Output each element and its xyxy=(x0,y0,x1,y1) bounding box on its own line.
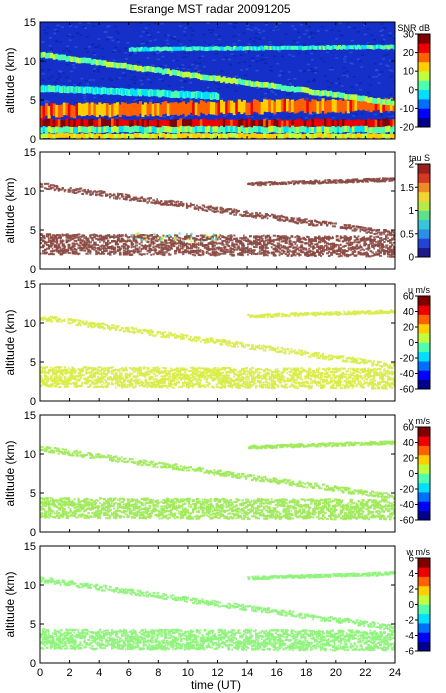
panel-tau-colorbar-tick: 1 xyxy=(408,206,414,217)
panel-w-colorbar: w m/s -6 -4 -2 0 2 4 6 xyxy=(405,547,431,658)
panel-snr-ylabel: altitude (km) xyxy=(3,47,17,113)
panel-v-ytick-label: 5 xyxy=(30,488,36,500)
panel-u-colorbar-tick: -60 xyxy=(400,385,415,396)
panel-snr-colorbar-tick: 20 xyxy=(403,48,415,59)
panel-snr-colorbar-label: SNR dB xyxy=(397,23,430,33)
panel-tau-ytick-label: 0 xyxy=(30,264,36,276)
panel-u-colorbar-tick: -20 xyxy=(400,354,415,365)
panel-snr-ytick-label: 10 xyxy=(24,56,36,68)
panel-v-ytick-label: 0 xyxy=(30,527,36,539)
panel-tau: 0 5 10 15 altitude (km) tau S 0 0.5 1 1.5 2 xyxy=(3,147,431,276)
panel-v: 0 5 10 15 altitude (km) v m/s -60 -40 -20 0 20 40 60 xyxy=(3,410,431,539)
panel-snr-data xyxy=(40,22,395,139)
panel-tau-ytick-label: 10 xyxy=(24,186,36,198)
panel-w-colorbar-tick: -6 xyxy=(405,647,414,658)
panel-v-ytick-label: 10 xyxy=(24,449,36,461)
panel-v-colorbar: v m/s -60 -40 -20 0 20 40 60 xyxy=(400,416,431,527)
panel-v-colorbar-tick: -60 xyxy=(400,516,415,527)
panel-v-data xyxy=(40,440,395,521)
panel-snr-ytick-label: 0 xyxy=(30,134,36,146)
panel-snr-ytick-label: 15 xyxy=(24,17,36,29)
panel-v-colorbar-tick: -20 xyxy=(400,485,415,496)
panel-w-colorbar-tick: -4 xyxy=(405,631,414,642)
panel-u-colorbar-tick: -40 xyxy=(400,369,415,380)
panel-snr-ytick-label: 5 xyxy=(30,95,36,107)
x-tick-label: 0 xyxy=(37,667,43,679)
panel-tau-colorbar: tau S 0 0.5 1 1.5 2 xyxy=(400,153,431,264)
x-tick-label: 18 xyxy=(300,667,312,679)
x-tick-label: 8 xyxy=(155,667,161,679)
panel-snr-colorbar-tick: 10 xyxy=(403,67,415,78)
panel-w-ytick-label: 5 xyxy=(30,619,36,631)
panel-tau-ytick-label: 15 xyxy=(24,147,36,159)
panel-v-ylabel: altitude (km) xyxy=(3,440,17,506)
panel-snr-colorbar-tick: -10 xyxy=(400,104,415,115)
panel-w-colorbar-label: w m/s xyxy=(406,547,431,557)
panel-w-colorbar-tick: 2 xyxy=(408,585,414,596)
panel-tau-data xyxy=(40,177,395,258)
panel-u-data xyxy=(40,309,395,390)
x-tick-label: 14 xyxy=(241,667,253,679)
panel-tau-colorbar-tick: 2 xyxy=(408,160,414,171)
panel-w-colorbar-tick: 6 xyxy=(408,554,414,565)
panel-tau-ytick-label: 5 xyxy=(30,225,36,237)
panel-u-ylabel: altitude (km) xyxy=(3,309,17,375)
panel-tau-colorbar-tick: 0.5 xyxy=(400,229,414,240)
panel-w-ytick-label: 0 xyxy=(30,658,36,670)
panel-w-ylabel: altitude (km) xyxy=(3,571,17,637)
x-tick-label: 6 xyxy=(126,667,132,679)
panel-u-colorbar: u m/s -60 -40 -20 0 20 40 60 xyxy=(400,285,431,396)
panel-tau-colorbar-tick: 1.5 xyxy=(400,183,414,194)
panel-w-colorbar-tick: 4 xyxy=(408,569,414,580)
panel-u-colorbar-label: u m/s xyxy=(408,285,431,295)
x-tick-label: 2 xyxy=(67,667,73,679)
x-tick-label: 20 xyxy=(330,667,342,679)
panel-u-colorbar-tick: 20 xyxy=(403,323,415,334)
panel-w-ytick-label: 15 xyxy=(24,541,36,553)
panel-v-colorbar-label: v m/s xyxy=(409,416,431,426)
panel-snr-colorbar: SNR dB -20 -10 0 10 20 30 xyxy=(397,23,431,134)
panel-w: 0 5 10 15 altitude (km) w m/s -6 -4 -2 0 2 4 6 xyxy=(3,541,431,670)
x-tick-label: 12 xyxy=(211,667,223,679)
panel-tau-ylabel: altitude (km) xyxy=(3,177,17,243)
panel-snr: 0 5 10 15 altitude (km) SNR dB -20 -10 0 10 20 30 xyxy=(3,17,431,146)
panel-v-colorbar-tick: 0 xyxy=(408,469,414,480)
panel-u-colorbar-tick: 0 xyxy=(408,338,414,349)
panel-u: 0 5 10 15 altitude (km) u m/s -60 -40 -20 0 20 40 60 xyxy=(3,279,431,408)
panel-u-ytick-label: 5 xyxy=(30,357,36,369)
panel-tau-colorbar-label: tau S xyxy=(409,153,430,163)
x-tick-label: 10 xyxy=(182,667,194,679)
panel-v-colorbar-tick: 40 xyxy=(403,438,415,449)
panel-snr-colorbar-tick: 0 xyxy=(408,85,414,96)
panel-snr-colorbar-tick: 30 xyxy=(403,30,415,41)
x-tick-label: 22 xyxy=(359,667,371,679)
panel-v-colorbar-tick: -40 xyxy=(400,500,415,511)
panel-u-ytick-label: 15 xyxy=(24,279,36,291)
panel-w-ytick-label: 10 xyxy=(24,580,36,592)
x-axis-label: time (UT) xyxy=(191,678,241,692)
panel-v-colorbar-tick: 20 xyxy=(403,454,415,465)
panel-tau-colorbar-tick: 0 xyxy=(408,253,414,264)
panel-u-ytick-label: 10 xyxy=(24,318,36,330)
x-tick-label: 4 xyxy=(96,667,102,679)
panel-w-colorbar-tick: -2 xyxy=(405,616,414,627)
panel-v-ytick-label: 15 xyxy=(24,410,36,422)
panel-u-ytick-label: 0 xyxy=(30,396,36,408)
panel-u-colorbar-tick: 40 xyxy=(403,307,415,318)
x-tick-label: 16 xyxy=(271,667,283,679)
panel-w-data xyxy=(40,571,395,652)
panel-v-colorbar-tick: 60 xyxy=(403,423,415,434)
x-tick-label: 24 xyxy=(389,667,401,679)
panel-u-colorbar-tick: 60 xyxy=(403,292,415,303)
panel-w-colorbar-tick: 0 xyxy=(408,600,414,611)
chart-title: Esrange MST radar 20091205 xyxy=(129,2,291,16)
panel-snr-colorbar-tick: -20 xyxy=(400,123,415,134)
